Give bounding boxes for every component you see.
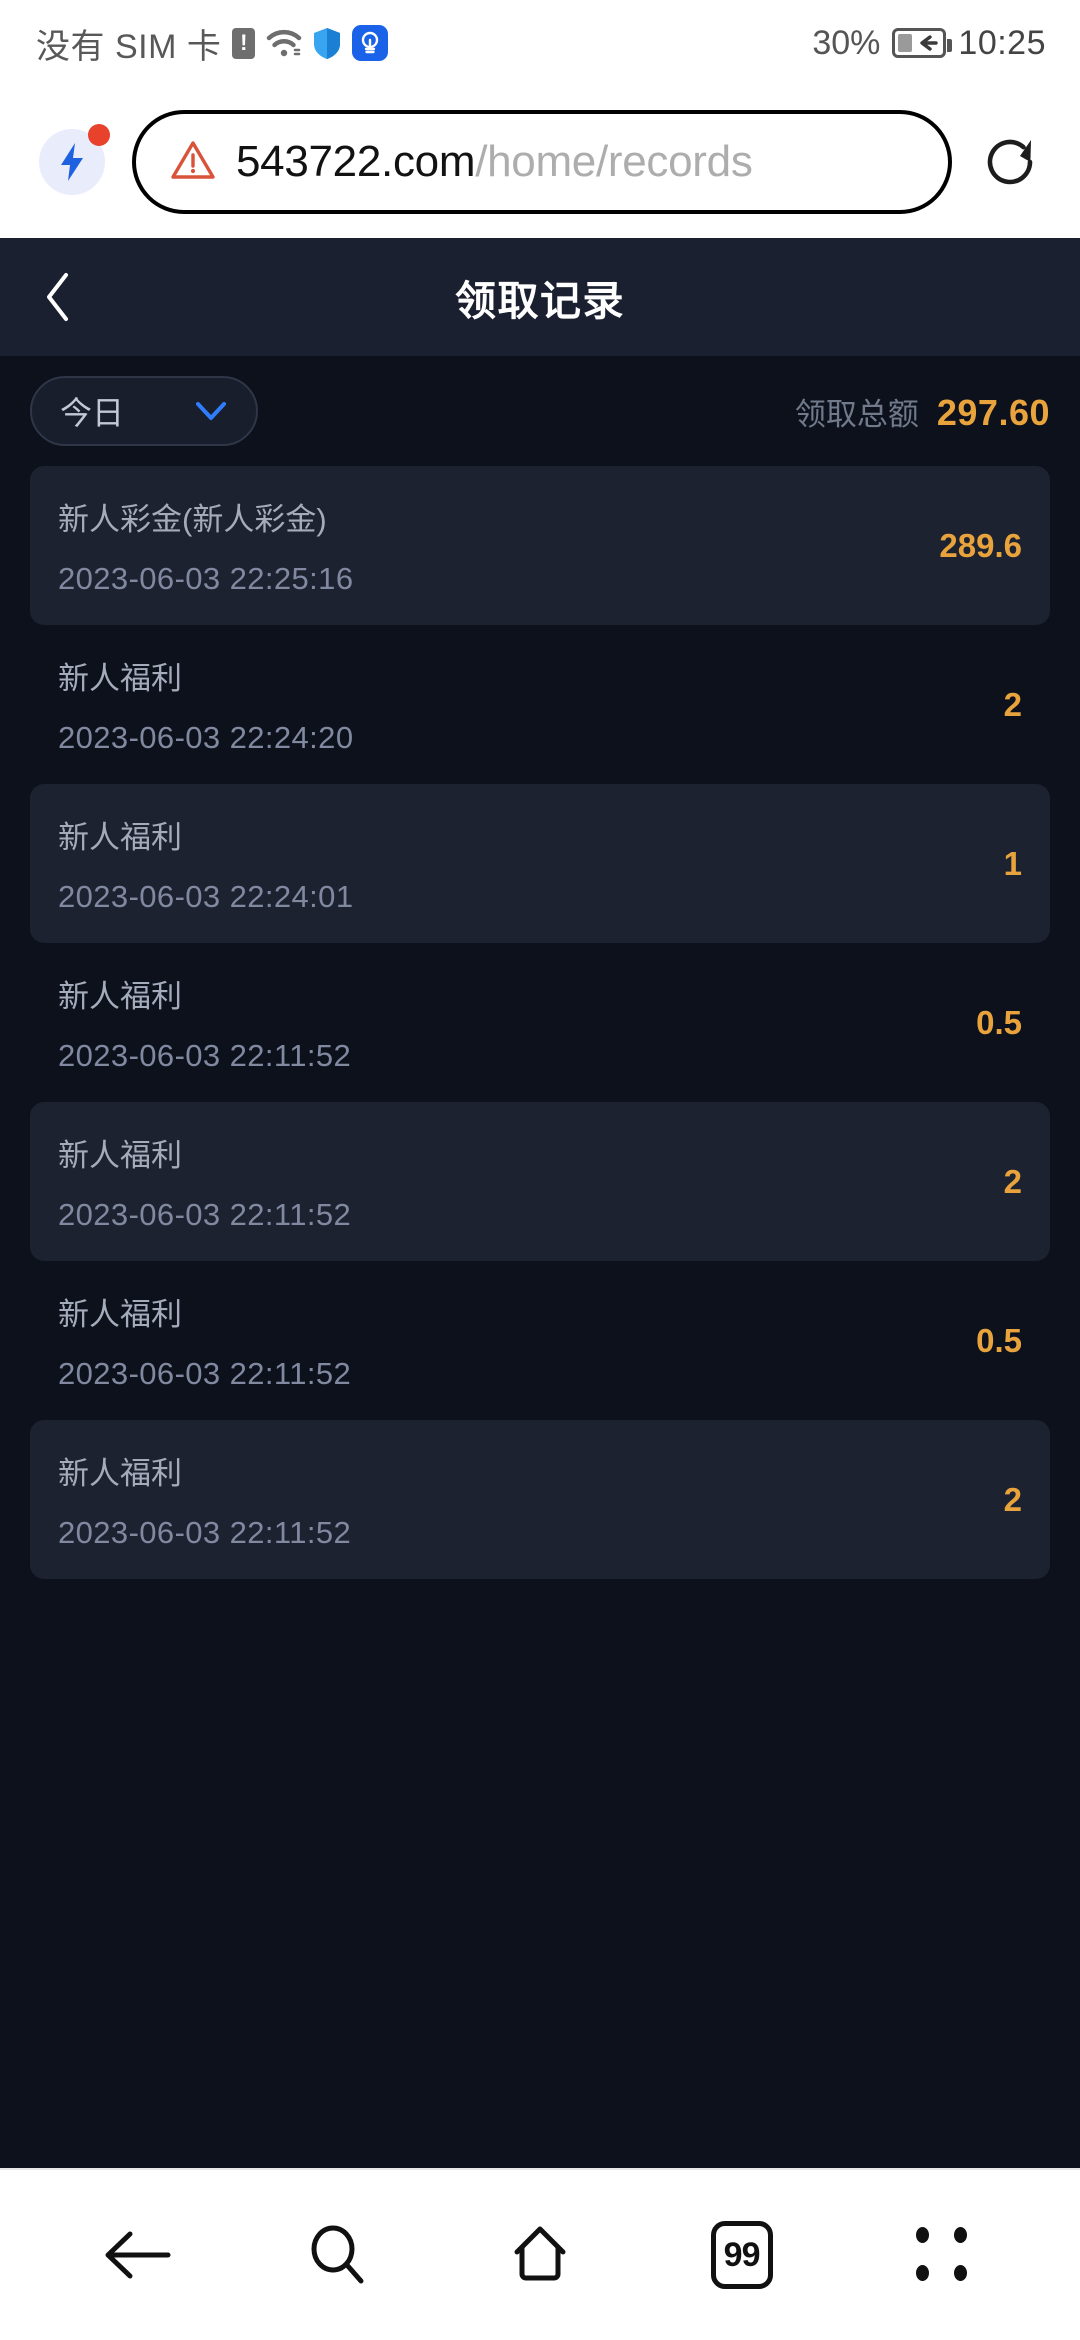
chevron-down-icon <box>194 400 228 422</box>
table-row[interactable]: 新人福利 2023-06-03 22:11:52 0.5 <box>30 943 1050 1102</box>
record-date: 2023-06-03 22:11:52 <box>58 1356 352 1391</box>
browser-toolbar: 543722.com/home/records <box>0 86 1080 238</box>
date-range-label: 今日 <box>60 395 125 431</box>
url-domain: 543722.com <box>236 137 476 186</box>
app-viewport: 领取记录 今日 领取总额 297.60 新人彩金(新人彩金) 2023-06-0… <box>0 238 1080 2168</box>
url-input[interactable]: 543722.com/home/records <box>132 110 952 214</box>
record-amount: 289.6 <box>939 526 1022 564</box>
record-title: 新人福利 <box>58 1138 182 1173</box>
record-amount: 2 <box>1003 1162 1022 1200</box>
reload-icon[interactable] <box>968 131 1052 193</box>
status-bar-right: 30% 10:25 <box>812 24 1046 63</box>
url-path: /home/records <box>475 137 753 186</box>
record-amount: 0.5 <box>976 1003 1022 1041</box>
carrier-label: 没有 SIM 卡 <box>36 27 222 66</box>
status-bar-clock: 10:25 <box>958 23 1046 62</box>
page-title: 领取记录 <box>455 278 625 324</box>
total-amount-value: 297.60 <box>936 391 1050 433</box>
notification-dot <box>88 124 110 146</box>
record-title: 新人福利 <box>58 661 182 696</box>
record-date: 2023-06-03 22:11:52 <box>58 1038 352 1073</box>
sim-alert-icon: ! <box>232 27 256 59</box>
home-icon[interactable] <box>480 2195 600 2315</box>
record-title: 新人福利 <box>58 1456 182 1491</box>
record-title: 新人福利 <box>58 820 182 855</box>
record-amount: 1 <box>1003 844 1022 882</box>
record-date: 2023-06-03 22:24:20 <box>58 720 354 755</box>
record-title: 新人福利 <box>58 979 182 1014</box>
record-date: 2023-06-03 22:25:16 <box>58 561 354 596</box>
shield-icon <box>313 27 341 60</box>
table-row[interactable]: 新人福利 2023-06-03 22:11:52 2 <box>30 1420 1050 1579</box>
table-row[interactable]: 新人福利 2023-06-03 22:11:52 0.5 <box>30 1261 1050 1420</box>
chevron-left-icon[interactable] <box>28 267 88 327</box>
page-header: 领取记录 <box>0 238 1080 356</box>
search-icon[interactable] <box>278 2195 398 2315</box>
total-amount-group: 领取总额 297.60 <box>795 389 1050 434</box>
record-date: 2023-06-03 22:11:52 <box>58 1197 352 1232</box>
wifi-icon <box>266 28 302 58</box>
status-bar: 没有 SIM 卡 ! 30% <box>0 0 1080 86</box>
record-date: 2023-06-03 22:11:52 <box>58 1515 352 1550</box>
total-amount-label: 领取总额 <box>794 396 919 432</box>
battery-charging-icon <box>892 28 953 58</box>
battery-percent-label: 30% <box>812 23 881 62</box>
lightning-bolt-icon[interactable] <box>28 118 116 206</box>
table-row[interactable]: 新人彩金(新人彩金) 2023-06-03 22:25:16 289.6 <box>30 466 1050 625</box>
date-range-dropdown[interactable]: 今日 <box>30 376 258 446</box>
browser-bottom-nav: 99 <box>0 2168 1080 2340</box>
records-list: 新人彩金(新人彩金) 2023-06-03 22:25:16 289.6 新人福… <box>0 466 1080 1579</box>
tabs-counter-button[interactable]: 99 <box>682 2195 802 2315</box>
record-title: 新人福利 <box>58 1297 182 1332</box>
filter-bar: 今日 领取总额 297.60 <box>0 356 1080 466</box>
app-badge-icon <box>352 25 389 61</box>
record-title: 新人彩金(新人彩金) <box>58 502 327 537</box>
table-row[interactable]: 新人福利 2023-06-03 22:24:01 1 <box>30 784 1050 943</box>
table-row[interactable]: 新人福利 2023-06-03 22:24:20 2 <box>30 625 1050 784</box>
record-amount: 2 <box>1003 685 1022 723</box>
arrow-left-icon[interactable] <box>77 2195 197 2315</box>
record-date: 2023-06-03 22:24:01 <box>58 879 354 914</box>
more-options-icon[interactable] <box>883 2195 1003 2315</box>
record-amount: 0.5 <box>976 1321 1022 1359</box>
warning-triangle-icon[interactable] <box>170 139 216 186</box>
table-row[interactable]: 新人福利 2023-06-03 22:11:52 2 <box>30 1102 1050 1261</box>
tabs-count-label: 99 <box>723 2235 761 2274</box>
record-amount: 2 <box>1003 1480 1022 1518</box>
status-bar-left: 没有 SIM 卡 ! <box>36 19 389 68</box>
